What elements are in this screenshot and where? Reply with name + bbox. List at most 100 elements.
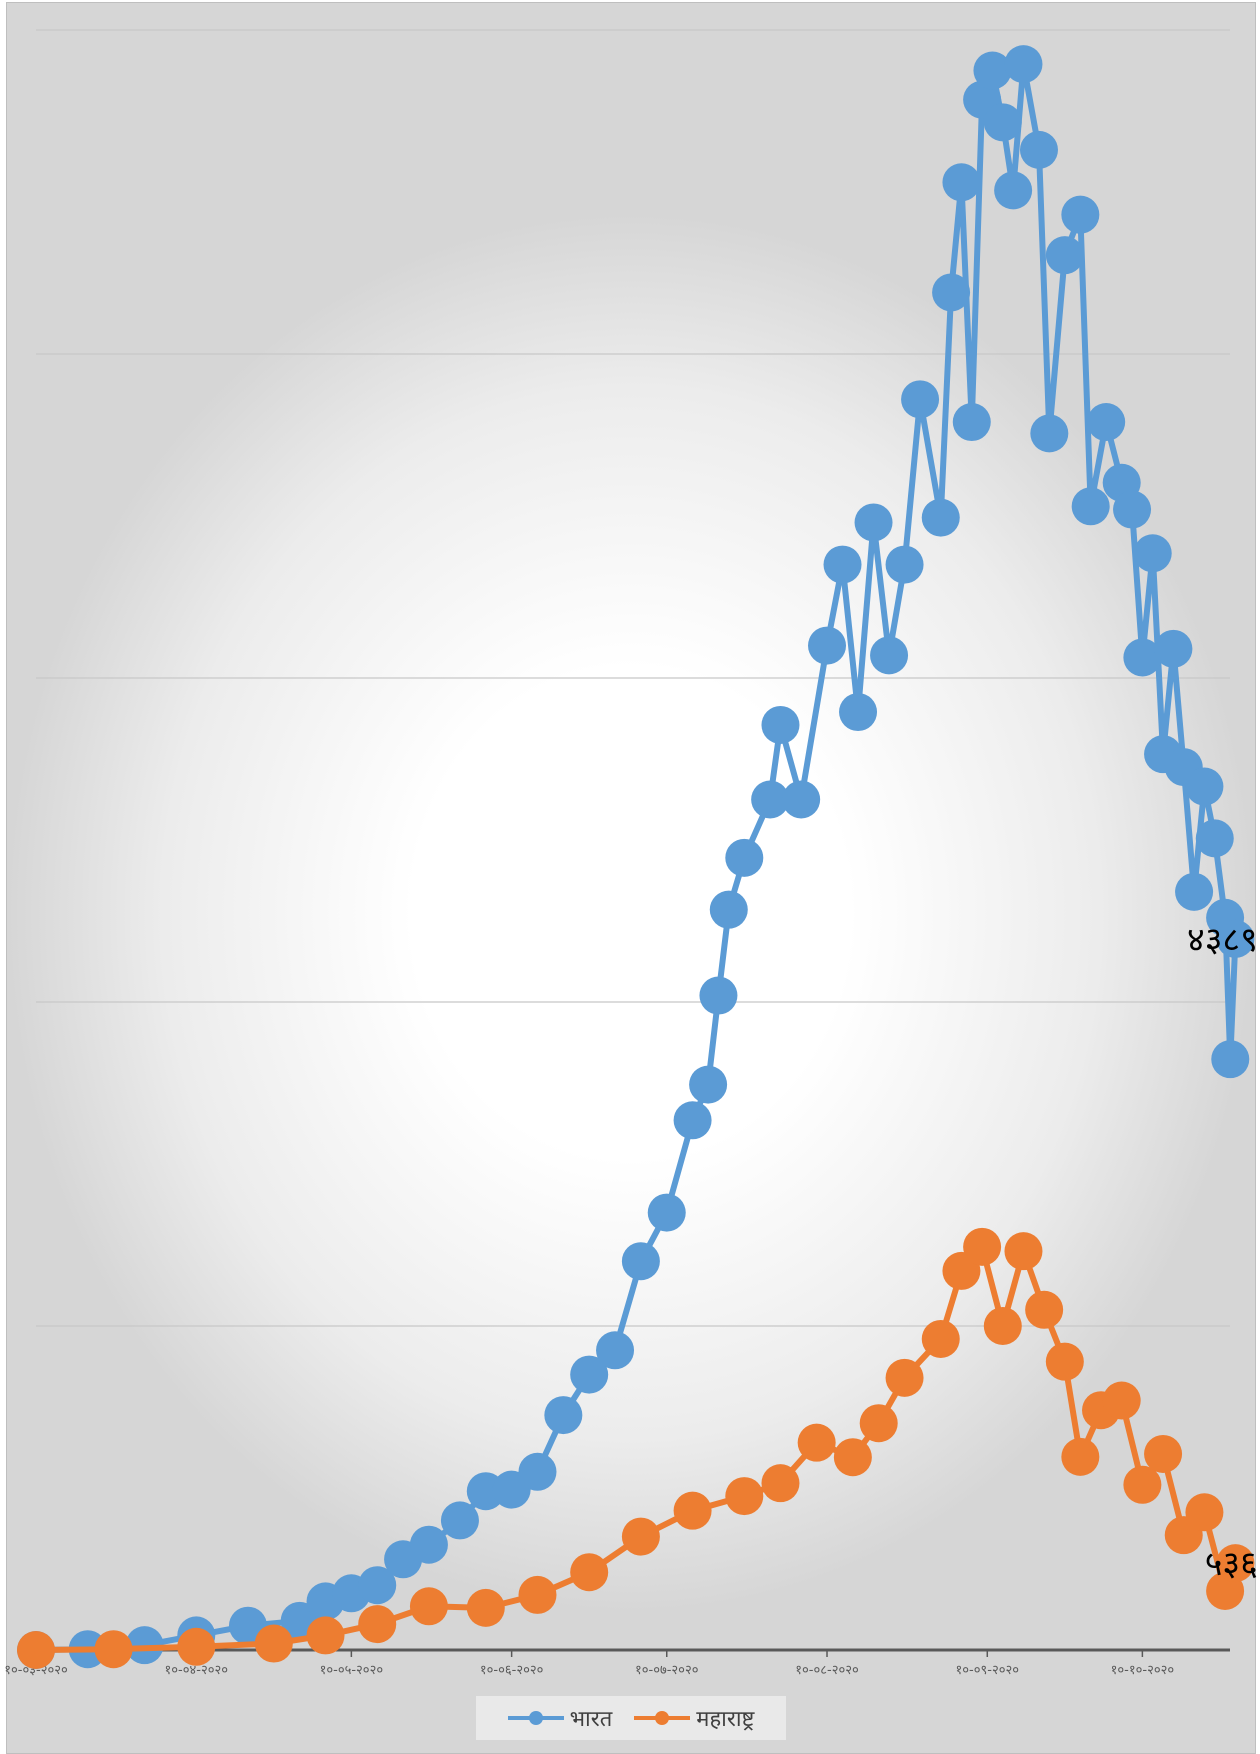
x-tick-label: १०-०४-२०२०: [165, 1663, 228, 1678]
data-point: [1123, 638, 1162, 677]
data-point: [859, 1404, 898, 1443]
data-point: [1061, 195, 1100, 234]
data-point: [709, 890, 748, 929]
x-tick-label: १०-०८-२०२०: [795, 1663, 858, 1678]
data-point: [1185, 767, 1224, 806]
data-point: [725, 838, 764, 877]
data-point: [921, 498, 960, 537]
data-point: [1087, 403, 1126, 442]
data-point: [797, 1423, 836, 1462]
data-point: [1045, 1342, 1084, 1381]
data-point: [1004, 1232, 1043, 1271]
legend-swatch-maharashtra: [634, 1711, 691, 1725]
x-tick-label: १०-०७-२०२०: [635, 1663, 698, 1678]
legend-item-india: भारत: [507, 1703, 613, 1733]
data-point: [1061, 1437, 1100, 1476]
data-point: [1175, 872, 1214, 911]
data-point: [570, 1355, 609, 1394]
x-tick-label: १०-०३-२०२०: [4, 1663, 67, 1678]
series-line-1: [35, 1243, 1239, 1653]
data-point: [689, 1065, 728, 1104]
data-point: [1195, 819, 1234, 858]
legend-swatch-india: [507, 1711, 564, 1725]
legend-item-maharashtra: महाराष्ट्र: [634, 1703, 754, 1733]
data-point: [544, 1396, 583, 1435]
data-point: [673, 1101, 712, 1140]
data-point: [518, 1452, 557, 1491]
end-labels: ४३८९३ ५३६३: [1187, 920, 1260, 1584]
data-point: [932, 273, 971, 312]
data-point: [1102, 1381, 1141, 1420]
data-point: [17, 1631, 55, 1669]
data-point: [952, 403, 991, 442]
data-point: [1185, 1493, 1224, 1532]
data-point: [1045, 236, 1084, 275]
data-point: [983, 103, 1022, 142]
data-point: [725, 1477, 764, 1516]
data-point: [177, 1627, 216, 1666]
data-point: [1030, 414, 1069, 453]
data-point: [885, 545, 924, 584]
data-point: [1004, 45, 1043, 84]
data-point: [823, 545, 862, 584]
data-point: [621, 1517, 660, 1556]
series-end-label-1: ५३६३: [1205, 1544, 1260, 1584]
data-point: [647, 1193, 686, 1232]
data-point: [994, 171, 1033, 210]
legend-label-india: भारत: [569, 1707, 613, 1732]
data-point: [125, 1626, 164, 1665]
series-end-label-0: ४३८९३: [1187, 920, 1260, 960]
data-point: [254, 1624, 293, 1663]
x-tick-label: १०-०९-२०२०: [956, 1663, 1019, 1678]
data-point: [870, 636, 909, 675]
legend: भारत महाराष्ट्र: [476, 1696, 786, 1740]
data-point: [440, 1501, 479, 1540]
data-point: [1216, 1544, 1255, 1583]
data-point: [673, 1491, 712, 1530]
data-point: [973, 51, 1012, 90]
data-point: [942, 163, 981, 202]
data-point: [1019, 130, 1058, 169]
chart-area: [6, 2, 1256, 1754]
series-line-0: [35, 61, 1239, 1653]
data-point: [1133, 534, 1172, 573]
data-point: [761, 1464, 800, 1503]
data-point: [983, 1307, 1022, 1345]
data-point: [1123, 1465, 1162, 1504]
data-point: [358, 1605, 397, 1644]
data-point: [699, 976, 738, 1015]
data-point: [839, 693, 878, 732]
data-point: [1216, 919, 1255, 958]
data-point: [1071, 487, 1110, 526]
data-point: [921, 1319, 960, 1358]
data-point: [518, 1575, 557, 1614]
data-point: [833, 1438, 872, 1477]
data-point: [358, 1566, 397, 1605]
data-point: [1144, 1434, 1183, 1473]
data-point: [1211, 1040, 1250, 1079]
data-point: [808, 626, 847, 665]
x-tick-label: १०-०६-२०२०: [480, 1663, 543, 1678]
x-tick-label: १०-१०-२०२०: [1111, 1663, 1174, 1678]
data-point: [621, 1242, 660, 1281]
data-point: [409, 1587, 448, 1626]
data-point: [1154, 629, 1193, 668]
data-point: [94, 1630, 133, 1669]
data-point: [963, 1227, 1002, 1266]
legend-label-maharashtra: महाराष्ट्र: [696, 1707, 755, 1732]
data-point: [854, 503, 893, 542]
gridlines: [36, 29, 1230, 1327]
x-axis: १०-०३-२०२० १०-०४-२०२० १०-०५-२०२० १०-०६-२०२०…: [4, 1648, 1230, 1678]
data-point: [885, 1358, 924, 1397]
data-point: [466, 1588, 505, 1627]
data-point: [306, 1616, 345, 1655]
data-point: [1025, 1290, 1064, 1329]
data-point: [1113, 490, 1152, 529]
x-tick-label: १०-०५-२०२०: [320, 1663, 383, 1678]
data-point: [570, 1553, 609, 1592]
data-point: [782, 780, 821, 819]
data-point: [901, 380, 940, 419]
data-point: [596, 1331, 635, 1370]
data-point: [409, 1525, 448, 1564]
